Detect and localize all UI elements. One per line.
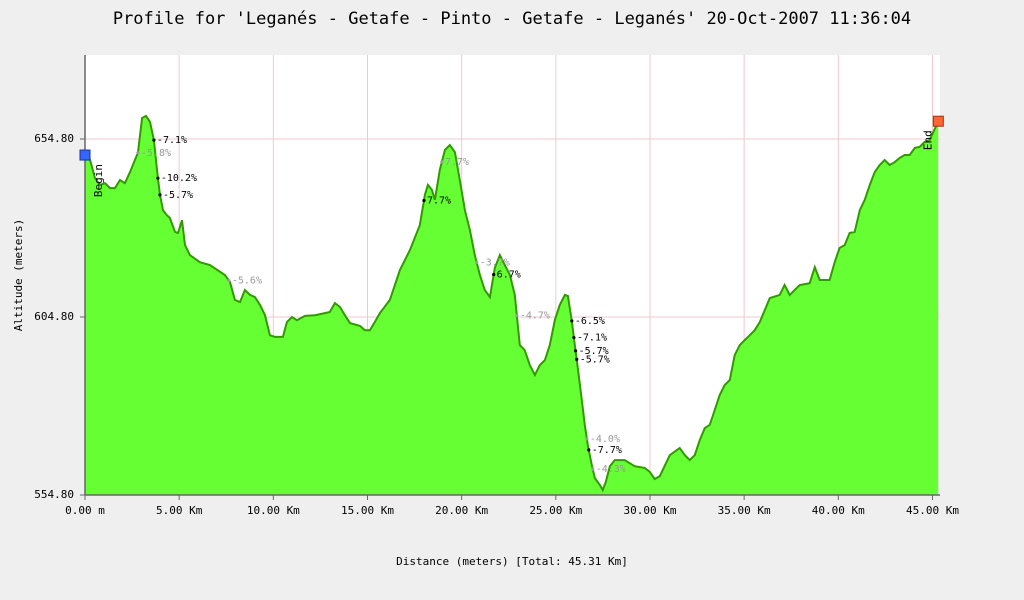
annotation: -4.3% [596,464,626,475]
annotation-dot [136,151,140,155]
begin-label: Begin [92,164,105,197]
x-axis-label: Distance (meters) [Total: 45.31 Km] [396,555,628,568]
x-tick-label: 0.00 m [65,504,105,517]
annotation-dot [422,198,426,203]
annotation-dot [570,319,574,323]
x-tick-label: 10.00 Km [247,504,300,517]
annotation: -5.6% [232,276,262,287]
annotation: -5.7% [579,346,609,357]
annotation-dot [575,357,579,361]
annotation-dot [587,448,591,452]
annotation: -7.7% [592,445,622,456]
annotation: 7.7% [427,196,451,207]
annotation: -7.1% [157,135,187,146]
y-tick-label: 654.80 [34,132,74,145]
annotation: -7.1% [577,333,607,344]
x-tick-label: 30.00 Km [623,504,676,517]
annotation-dot [591,467,595,471]
annotation: -5.7% [580,354,610,365]
annotation-dot [475,260,479,265]
begin-marker [79,149,91,161]
end-label: End [921,130,934,150]
annotation: -6.5% [575,316,605,327]
annotation-dot [585,437,589,441]
annotation: -3.7% [480,257,510,268]
x-tick-label: 20.00 Km [435,504,488,517]
x-tick-label: 15.00 Km [341,504,394,517]
annotation-dot [227,278,231,283]
annotation: -4.7% [520,310,550,321]
x-tick-label: 35.00 Km [718,504,771,517]
y-tick-label: 554.80 [34,488,74,501]
annotation-dot [440,160,444,164]
y-axis-label: Altitude (meters) [12,219,25,332]
x-tick-label: 25.00 Km [529,504,582,517]
x-tick-label: 45.00 Km [906,504,959,517]
annotation-dot [156,176,160,180]
annotation-dot [158,193,162,197]
annotation-dot [572,335,576,340]
x-tick-label: 5.00 Km [156,504,203,517]
annotation: 7.7% [445,157,469,168]
chart-title: Profile for 'Leganés - Getafe - Pinto - … [113,9,911,29]
x-tick-label: 40.00 Km [812,504,865,517]
area [85,115,939,496]
end-marker [932,115,944,127]
annotation: -10.2% [161,173,197,184]
y-tick-label: 604.80 [34,310,74,323]
annotation-dot [152,138,156,142]
annotation-dot [573,349,578,353]
annotation-dot [492,273,496,277]
annotation: -5.7% [163,190,193,201]
annotation: -5.8% [141,148,171,159]
annotation-dot [515,313,519,317]
profile-line [84,114,940,493]
annotation: -4.0% [590,434,620,445]
annotation: 6.7% [497,270,521,281]
